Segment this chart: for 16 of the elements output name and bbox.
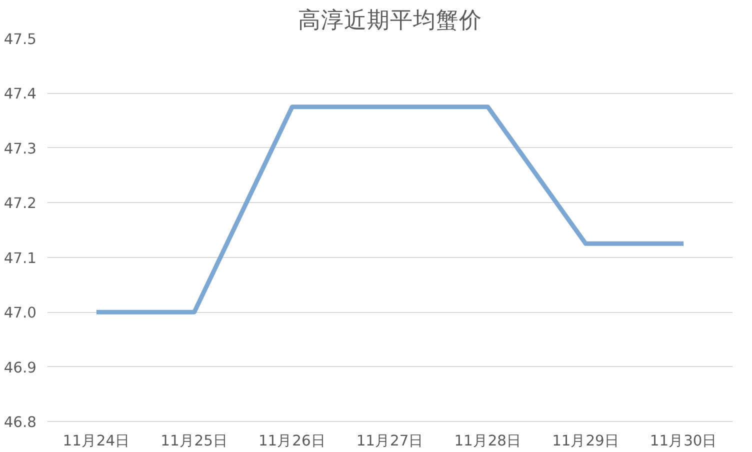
- x-tick-label: 11月24日: [62, 432, 130, 450]
- y-tick-label: 47.1: [4, 250, 37, 267]
- x-tick-label: 11月29日: [552, 432, 620, 450]
- x-tick-label: 11月30日: [650, 432, 718, 450]
- y-tick-label: 47.3: [4, 140, 37, 158]
- y-tick-label: 47.2: [4, 195, 37, 212]
- y-tick-label: 46.9: [4, 359, 37, 376]
- chart-title: 高淳近期平均蟹价: [298, 8, 482, 34]
- x-tick-label: 11月25日: [160, 432, 228, 450]
- x-tick-label: 11月26日: [258, 432, 326, 450]
- y-tick-label: 47.5: [4, 31, 37, 48]
- x-tick-label: 11月27日: [356, 432, 424, 450]
- y-tick-label: 47.0: [4, 304, 37, 322]
- y-tick-label: 46.8: [4, 414, 37, 431]
- x-tick-label: 11月28日: [454, 432, 522, 450]
- y-tick-label: 47.4: [4, 86, 37, 103]
